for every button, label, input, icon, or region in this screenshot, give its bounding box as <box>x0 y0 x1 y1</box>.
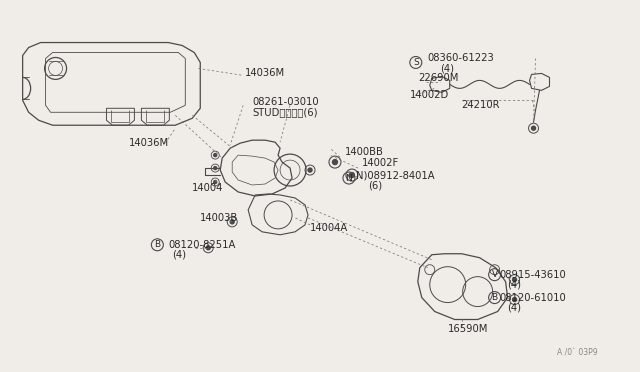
Text: 14004: 14004 <box>192 183 223 193</box>
Circle shape <box>513 278 516 282</box>
Circle shape <box>332 160 337 164</box>
Text: 14036M: 14036M <box>245 68 285 78</box>
Text: 08915-43610: 08915-43610 <box>500 270 566 280</box>
Circle shape <box>349 173 355 177</box>
Text: 08261-03010: 08261-03010 <box>252 97 319 107</box>
Text: 08120-61010: 08120-61010 <box>500 293 566 302</box>
Circle shape <box>214 154 217 157</box>
Text: 14003B: 14003B <box>200 213 239 223</box>
Circle shape <box>214 180 217 183</box>
Circle shape <box>206 246 210 250</box>
Text: 14002D: 14002D <box>410 90 449 100</box>
Text: B: B <box>154 240 161 249</box>
Circle shape <box>230 220 234 224</box>
Text: (4): (4) <box>508 302 522 312</box>
Text: (6): (6) <box>368 180 382 190</box>
Text: 1400BB: 1400BB <box>345 147 384 157</box>
Text: (4): (4) <box>172 250 186 260</box>
Text: 22690M: 22690M <box>418 73 458 83</box>
Text: 14004A: 14004A <box>310 223 348 233</box>
Text: V: V <box>492 270 498 279</box>
Text: 08120-8251A: 08120-8251A <box>168 240 236 250</box>
Circle shape <box>308 168 312 172</box>
Text: 08360-61223: 08360-61223 <box>428 54 495 64</box>
Circle shape <box>532 126 536 130</box>
Text: B: B <box>492 293 498 302</box>
Text: N)08912-8401A: N)08912-8401A <box>356 170 435 180</box>
Text: (4): (4) <box>508 280 522 290</box>
Circle shape <box>513 298 516 302</box>
Text: S: S <box>413 58 419 67</box>
Text: 16590M: 16590M <box>448 324 488 334</box>
Text: 14036M: 14036M <box>129 138 168 148</box>
Circle shape <box>214 167 217 170</box>
Text: (4): (4) <box>440 64 454 73</box>
Text: 14002F: 14002F <box>362 158 399 168</box>
Text: A /0` 03P9: A /0` 03P9 <box>557 348 597 357</box>
Text: 24210R: 24210R <box>461 100 500 110</box>
Text: STUDスタッド(6): STUDスタッド(6) <box>252 107 317 117</box>
Text: N: N <box>346 173 352 183</box>
